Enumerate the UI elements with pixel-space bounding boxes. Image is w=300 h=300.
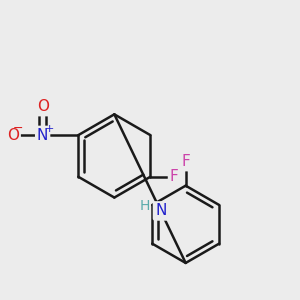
Text: N: N (37, 128, 48, 142)
Text: O: O (7, 128, 19, 142)
Text: −: − (13, 122, 23, 135)
Text: N: N (155, 203, 166, 218)
Text: F: F (170, 169, 178, 184)
Text: O: O (37, 99, 49, 114)
Text: H: H (139, 200, 149, 214)
Text: +: + (44, 124, 54, 134)
Text: F: F (181, 154, 190, 169)
